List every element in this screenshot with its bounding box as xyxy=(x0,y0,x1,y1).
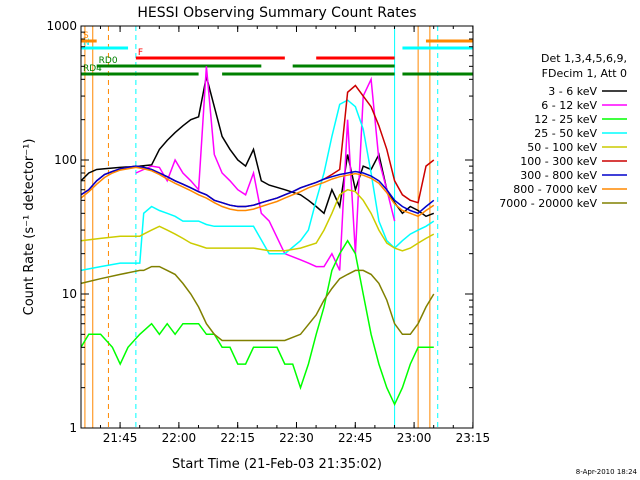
series-line-4 xyxy=(80,188,435,252)
tick-layer: 21:45 22:00 22:15 22:30 22:45 23:00 23:15 1 10 10… xyxy=(46,19,490,445)
legend-label: 300 - 800 keV xyxy=(520,169,597,182)
series-line-8 xyxy=(80,265,435,342)
state-label-rd0: RD0 xyxy=(99,56,118,66)
y-tick-label: 10 xyxy=(62,287,77,301)
x-tick-label: 22:45 xyxy=(338,431,373,445)
series-line-0 xyxy=(80,76,435,218)
x-tick-label: 21:45 xyxy=(103,431,138,445)
legend-label: 12 - 25 keV xyxy=(534,113,597,126)
state-label-rd4: RD4 xyxy=(83,64,102,74)
x-tick-label: 22:15 xyxy=(220,431,255,445)
legend-label: 3 - 6 keV xyxy=(548,85,597,98)
legend-label: 50 - 100 keV xyxy=(527,141,597,154)
y-tick-label: 1 xyxy=(69,421,77,435)
legend-label: 7000 - 20000 keV xyxy=(499,197,597,210)
x-tick-label: 23:00 xyxy=(397,431,432,445)
x-tick-label: 22:00 xyxy=(162,431,197,445)
state-label-f: F xyxy=(138,48,143,58)
y-tick-label: 100 xyxy=(54,153,77,167)
chart-title: HESSI Observing Summary Count Rates xyxy=(137,5,416,21)
legend-header-line-1: Det 1,3,4,5,6,9, xyxy=(541,52,627,65)
series-line-3 xyxy=(80,99,435,272)
legend-label: 25 - 50 keV xyxy=(534,127,597,140)
legend: Det 1,3,4,5,6,9, FDecim 1, Att 0 3 - 6 k… xyxy=(499,52,627,210)
footer-date: 8-Apr-2010 18:24 xyxy=(576,468,638,476)
y-axis-label: Count Rate (s⁻¹ detector⁻¹) xyxy=(22,139,37,316)
legend-header-line-2: FDecim 1, Att 0 xyxy=(542,67,627,80)
series-line-1 xyxy=(135,66,396,271)
legend-label: 800 - 7000 keV xyxy=(513,183,597,196)
plot-frame xyxy=(80,25,474,429)
legend-label: 100 - 300 keV xyxy=(520,155,597,168)
series-line-6 xyxy=(80,165,435,215)
y-tick-label: 1000 xyxy=(46,19,77,33)
series-line-2 xyxy=(80,239,434,407)
x-tick-label: 22:30 xyxy=(279,431,314,445)
series-line-7 xyxy=(80,166,435,218)
x-axis-label: Start Time (21-Feb-03 21:35:02) xyxy=(172,457,382,472)
state-label-n: N xyxy=(83,38,90,48)
series-line-5 xyxy=(80,84,435,208)
x-tick-label: 23:15 xyxy=(456,431,491,445)
legend-label: 6 - 12 keV xyxy=(541,99,597,112)
state-label-s: S xyxy=(83,31,89,41)
